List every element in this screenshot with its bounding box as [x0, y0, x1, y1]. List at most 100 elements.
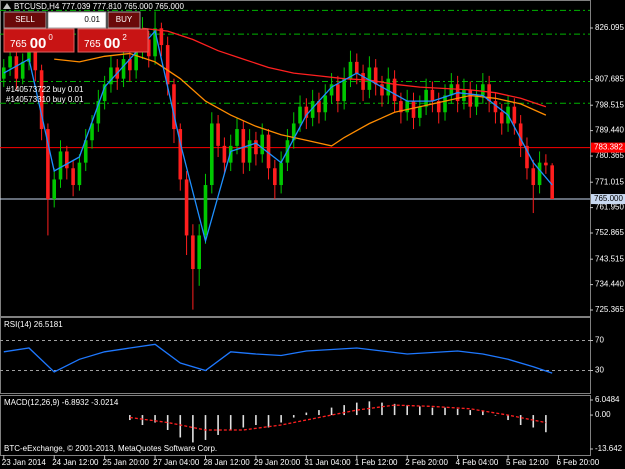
candle-body — [222, 145, 227, 163]
moving-average — [3, 29, 553, 244]
candle-body — [342, 78, 346, 102]
histogram-bar — [343, 405, 345, 416]
candle-body — [418, 106, 422, 118]
sell-button[interactable] — [3, 11, 47, 29]
panel-title: MACD(12,26,9) -6.8932 -3.0214 — [4, 398, 119, 407]
candle-body — [27, 50, 31, 62]
trade-panel: SELL 0.01 BUY 765 00 0 765 00 2 — [3, 11, 149, 53]
buy-price-big-figure: 765 — [84, 39, 101, 50]
y-tick-label: 761.950 — [595, 203, 624, 212]
candle-body — [443, 95, 447, 113]
candle-body — [14, 56, 19, 79]
candle-body — [46, 129, 50, 200]
y-tick-label: 789.440 — [595, 126, 624, 135]
candle-body — [197, 235, 201, 270]
candle-body — [518, 123, 523, 146]
histogram-bar — [204, 415, 207, 440]
candle-body — [323, 95, 328, 113]
candle-body — [83, 140, 88, 163]
histogram-bar — [141, 415, 144, 426]
candle-body — [266, 134, 271, 169]
candle-body — [159, 28, 164, 46]
y-tick-label: 807.685 — [595, 75, 624, 84]
histogram-bar — [532, 415, 535, 428]
candle-body — [228, 145, 233, 163]
candle-body — [273, 168, 277, 186]
x-tick-label: 6 Feb 20:00 — [556, 458, 599, 467]
histogram-bar — [507, 415, 509, 421]
candle-body — [361, 73, 365, 90]
histogram-bar — [330, 407, 333, 416]
candle-body — [329, 84, 334, 96]
sell-price-box[interactable] — [3, 28, 75, 53]
y-tick-label: 0.00 — [595, 410, 611, 419]
candle-body — [71, 168, 75, 186]
candle-body — [405, 101, 410, 113]
histogram-bar — [292, 415, 295, 418]
sell-price-pips: 00 — [30, 35, 47, 52]
candle-body — [279, 162, 283, 186]
frames — [0, 0, 591, 456]
histogram-bar — [482, 411, 484, 416]
candle-body — [373, 67, 378, 85]
lot-value: 0.01 — [84, 15, 100, 24]
x-tick-label: 1 Feb 12:00 — [355, 458, 398, 467]
candle-body — [474, 95, 479, 107]
order-label: #140573310 buy 0.01 — [6, 95, 84, 104]
lot-input[interactable] — [47, 11, 107, 29]
histogram-bar — [179, 415, 182, 438]
candle-body — [392, 78, 397, 102]
y-tick-label: 725.365 — [595, 305, 624, 314]
histogram-bar — [217, 415, 219, 435]
buy-label: BUY — [116, 15, 133, 24]
moving-average — [54, 52, 547, 147]
candle-body — [512, 106, 517, 124]
candle-body — [191, 235, 195, 270]
y-tick-label: 780.365 — [595, 151, 624, 160]
candle-body — [121, 59, 126, 79]
candle-body — [430, 89, 435, 102]
candle-body — [134, 50, 138, 71]
histogram-bar — [129, 415, 131, 421]
candle-body — [52, 179, 57, 200]
x-tick-label: 25 Jan 20:00 — [103, 458, 150, 467]
histogram-bar — [494, 415, 497, 416]
buy-button[interactable] — [107, 11, 141, 29]
candle-body — [203, 185, 208, 236]
candle-body — [550, 165, 554, 200]
histogram-bar — [166, 415, 169, 430]
histogram-bar — [318, 410, 320, 416]
candle-body — [260, 134, 265, 155]
candle-body — [304, 106, 309, 118]
footer: BTC-eExchange, © 2001-2013, MetaQuotes S… — [4, 444, 217, 453]
y-tick-label: 826.095 — [595, 23, 624, 32]
candle-body — [172, 84, 176, 130]
candle-body — [493, 101, 498, 113]
x-tick-label: 31 Jan 04:00 — [304, 458, 351, 467]
candle-body — [77, 162, 82, 186]
candle-body — [386, 78, 391, 96]
buy-price-box[interactable] — [77, 28, 149, 53]
panel-title: RSI(14) 26.5181 — [4, 320, 63, 329]
histogram-bar — [355, 402, 358, 416]
y-tick-label: 771.015 — [595, 177, 624, 186]
candle-body — [90, 123, 94, 141]
candle-body — [310, 101, 315, 118]
x-tick-label: 5 Feb 12:00 — [506, 458, 549, 467]
candle-body — [436, 101, 441, 113]
candle-body — [544, 162, 548, 166]
price-tag — [591, 194, 625, 205]
histogram-bar — [545, 415, 547, 433]
candle-body — [399, 101, 403, 113]
histogram-bar — [154, 415, 156, 423]
buy-price: 765 00 2 — [84, 33, 127, 52]
candle-body — [8, 56, 12, 68]
candle-body — [499, 112, 504, 124]
indicator-line — [3, 343, 553, 374]
candle-body — [298, 106, 302, 124]
candle-body — [128, 59, 132, 71]
header: BTCUSD,H4 777.039 777.810 765.000 765.00… — [3, 2, 184, 11]
candle-body — [317, 101, 321, 113]
y-tick-label: -13.642 — [595, 444, 623, 453]
